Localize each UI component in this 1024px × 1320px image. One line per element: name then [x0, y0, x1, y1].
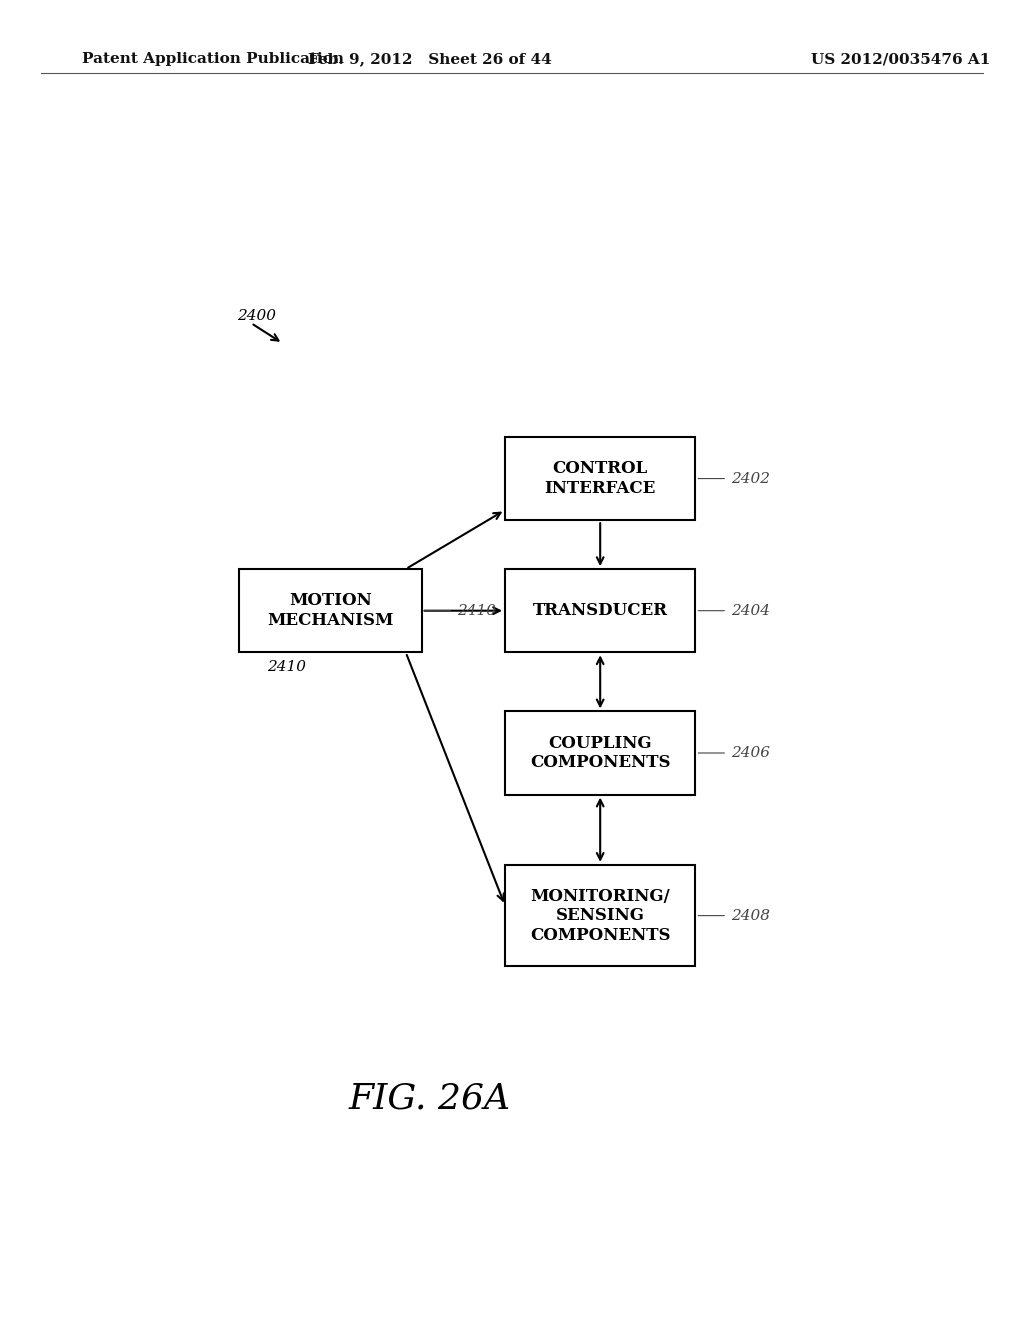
- Text: 2402: 2402: [731, 471, 770, 486]
- FancyBboxPatch shape: [240, 569, 422, 652]
- Text: Patent Application Publication: Patent Application Publication: [82, 53, 344, 66]
- FancyBboxPatch shape: [505, 437, 695, 520]
- Text: CONTROL
INTERFACE: CONTROL INTERFACE: [545, 461, 656, 496]
- Text: TRANSDUCER: TRANSDUCER: [532, 602, 668, 619]
- Text: 2410: 2410: [458, 603, 497, 618]
- Text: 2400: 2400: [238, 309, 276, 323]
- Text: COUPLING
COMPONENTS: COUPLING COMPONENTS: [530, 735, 671, 771]
- Text: 2406: 2406: [731, 746, 770, 760]
- Text: US 2012/0035476 A1: US 2012/0035476 A1: [811, 53, 991, 66]
- FancyBboxPatch shape: [505, 569, 695, 652]
- Text: 2404: 2404: [731, 603, 770, 618]
- Text: Feb. 9, 2012   Sheet 26 of 44: Feb. 9, 2012 Sheet 26 of 44: [308, 53, 552, 66]
- Text: FIG. 26A: FIG. 26A: [348, 1081, 511, 1115]
- FancyBboxPatch shape: [505, 711, 695, 795]
- Text: 2410: 2410: [267, 660, 306, 673]
- Text: MONITORING/
SENSING
COMPONENTS: MONITORING/ SENSING COMPONENTS: [530, 887, 671, 944]
- FancyBboxPatch shape: [505, 865, 695, 966]
- Text: 2408: 2408: [731, 908, 770, 923]
- Text: MOTION
MECHANISM: MOTION MECHANISM: [267, 593, 393, 630]
